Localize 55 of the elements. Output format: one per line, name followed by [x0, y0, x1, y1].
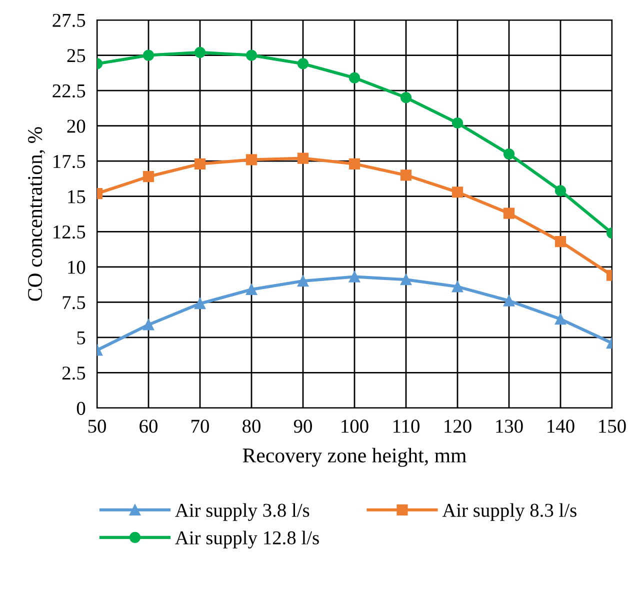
point — [246, 50, 258, 61]
y-tick-label: 12.5 — [54, 226, 86, 239]
y-tick-label: 0 — [76, 402, 86, 415]
x-tick-label: 70 — [192, 420, 209, 433]
x-tick-label: 80 — [242, 420, 260, 433]
y-tick-label: 2.5 — [62, 366, 86, 380]
y-tick-label: 7.5 — [62, 296, 86, 310]
y-axis-title: CO concentration, % — [28, 127, 46, 301]
point — [400, 274, 412, 286]
point — [554, 236, 566, 248]
point — [503, 148, 515, 160]
x-tick-label: 150 — [599, 420, 626, 433]
point — [246, 154, 258, 166]
point — [297, 275, 309, 287]
point — [554, 314, 566, 325]
point — [142, 319, 154, 330]
point — [194, 46, 206, 58]
x-tick-label: 110 — [393, 420, 420, 433]
point — [400, 92, 412, 104]
point — [348, 158, 360, 170]
y-tick-label: 5 — [77, 331, 86, 344]
point — [142, 50, 154, 61]
x-axis-title: Recovery zone height, mm — [242, 448, 466, 467]
y-tick-label: 20 — [67, 120, 86, 133]
y-tick-label: 15 — [68, 190, 86, 204]
point — [297, 58, 309, 70]
point — [452, 117, 464, 129]
y-tick-label: 17.5 — [54, 155, 86, 168]
x-tick-label: 100 — [342, 420, 368, 433]
point — [452, 186, 464, 198]
y-tick-label: 22.5 — [52, 84, 86, 98]
y-tick-label: 10 — [68, 260, 86, 274]
point — [297, 152, 309, 164]
point — [452, 281, 464, 292]
point — [194, 158, 206, 170]
point — [348, 271, 360, 282]
point — [554, 185, 566, 196]
x-tick-label: 60 — [140, 420, 158, 433]
point — [194, 298, 206, 310]
point — [246, 284, 258, 296]
x-tick-label: 120 — [444, 420, 472, 433]
point — [400, 170, 412, 181]
x-tick-label: 50 — [88, 420, 106, 433]
point — [348, 72, 360, 84]
point — [503, 295, 515, 306]
point — [503, 208, 515, 219]
legend-label: Air supply 3.8 l/s — [175, 503, 310, 521]
y-tick-label: 27.5 — [52, 14, 86, 28]
point — [142, 171, 154, 182]
x-tick-label: 140 — [548, 420, 574, 433]
x-tick-label: 130 — [496, 420, 523, 433]
x-tick-label: 90 — [294, 420, 312, 433]
legend-label: Air supply 12.8 l/s — [175, 530, 319, 548]
legend-label: Air supply 8.3 l/s — [442, 503, 576, 521]
y-tick-label: 25 — [67, 49, 86, 62]
